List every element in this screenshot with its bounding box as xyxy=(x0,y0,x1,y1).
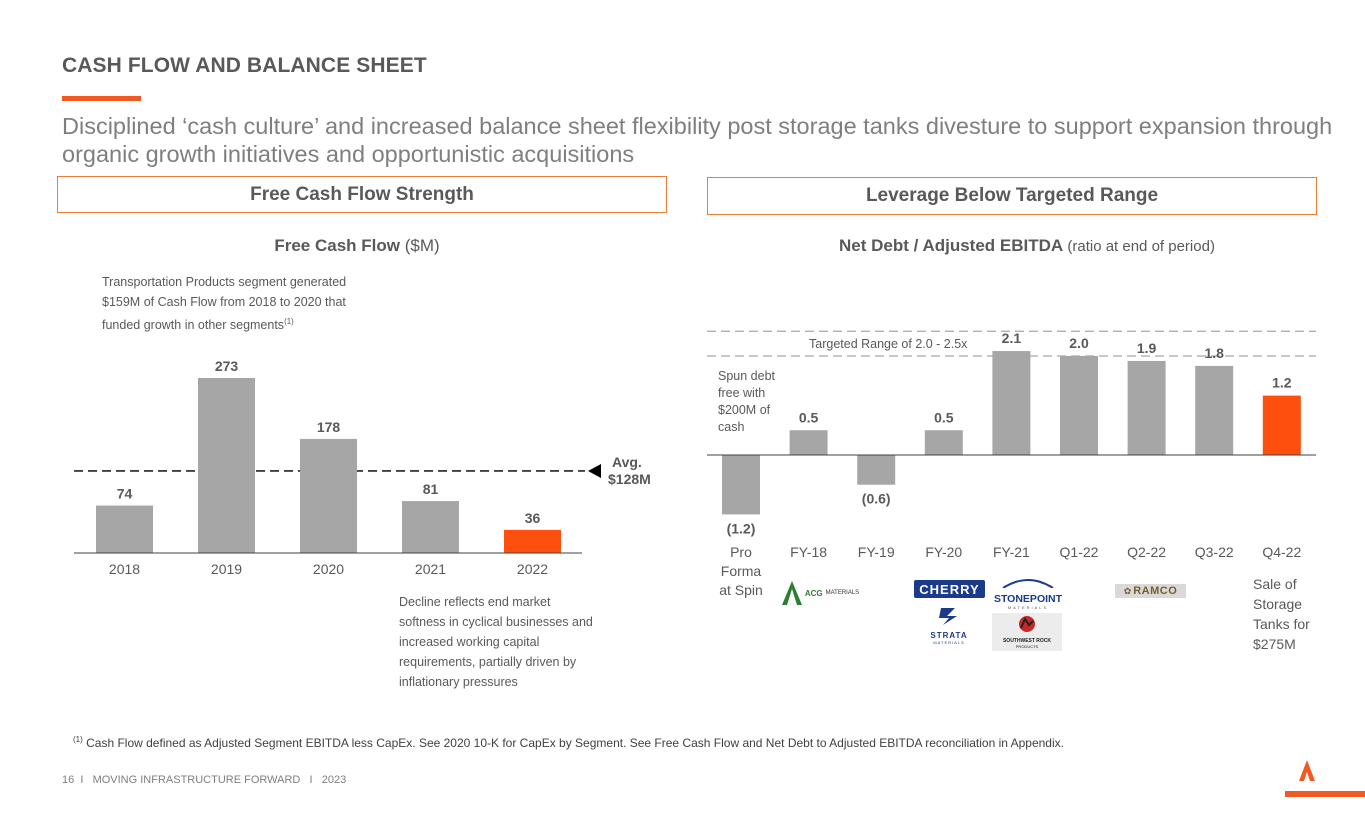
leverage-data-label: (0.6) xyxy=(862,491,891,507)
fcf-bar xyxy=(96,505,153,553)
spun-debt-note: Spun debt free with $200M of cash xyxy=(718,369,775,434)
leverage-bar xyxy=(1127,360,1166,455)
avg-label-line1: Avg. xyxy=(612,454,642,470)
leverage-bar xyxy=(1195,365,1234,455)
company-logo-underline xyxy=(1285,791,1365,797)
leverage-data-label: 0.5 xyxy=(799,409,819,425)
leverage-chart-title-unit: (ratio at end of period) xyxy=(1063,238,1215,255)
leverage-bar xyxy=(1262,395,1301,455)
aco-materials-logo: ACG MATERIALS xyxy=(777,579,863,607)
leverage-data-label: 0.5 xyxy=(934,409,954,425)
fcf-bar xyxy=(300,438,357,553)
leverage-category-label: Forma xyxy=(721,563,762,579)
stonepoint-logo: STONEPOINT MATERIALS xyxy=(993,575,1063,610)
aco-logo-text: ACG xyxy=(804,588,823,598)
title-accent-bar xyxy=(62,96,141,101)
fcf-category-label: 2018 xyxy=(109,561,140,577)
leverage-chart-title-bold: Net Debt / Adjusted EBITDA xyxy=(839,236,1064,255)
ramco-mark-icon: ✿ xyxy=(1123,585,1132,596)
leverage-data-label: 2.1 xyxy=(1002,330,1022,346)
leverage-category-label: FY-19 xyxy=(858,544,895,560)
fcf-data-label: 74 xyxy=(117,486,133,502)
avg-label-line2: $128M xyxy=(608,471,651,487)
strata-logo-sub: MATERIALS xyxy=(933,640,965,645)
fcf-bar xyxy=(198,378,255,553)
fcf-bar xyxy=(402,501,459,553)
leverage-data-label: 2.0 xyxy=(1069,335,1089,351)
fcf-category-label: 2020 xyxy=(313,561,344,577)
footnote: (1) Cash Flow defined as Adjusted Segmen… xyxy=(73,735,1064,750)
leverage-bar xyxy=(1060,356,1098,455)
leverage-data-label: (1.2) xyxy=(727,520,756,536)
leverage-data-label: 1.9 xyxy=(1137,340,1157,356)
fcf-data-label: 178 xyxy=(317,419,341,435)
fcf-chart-title: Free Cash Flow ($M) xyxy=(57,236,657,256)
fcf-note-top-sup: (1) xyxy=(284,317,294,326)
leverage-data-label: 1.2 xyxy=(1272,375,1292,391)
sale-note: Sale of Storage Tanks for $275M xyxy=(1253,576,1310,652)
southwest-logo-sub: PRODUCTS xyxy=(1015,644,1039,649)
leverage-category-label: FY-18 xyxy=(790,544,827,560)
company-logo xyxy=(1285,760,1365,797)
slide-title: CASH FLOW AND BALANCE SHEET xyxy=(62,54,427,77)
fcf-note-bottom: Decline reflects end market softness in … xyxy=(399,595,593,689)
stonepoint-logo-text: STONEPOINT xyxy=(993,593,1063,605)
ramco-logo: ✿ RAMCO xyxy=(1115,584,1186,598)
leverage-bar xyxy=(924,430,963,455)
strata-mark-icon xyxy=(939,608,957,625)
fcf-data-label: 273 xyxy=(215,358,239,374)
fcf-note-top: Transportation Products segment generate… xyxy=(102,272,372,335)
leverage-data-label: 1.8 xyxy=(1204,345,1224,361)
target-range-label: Targeted Range of 2.0 - 2.5x xyxy=(806,337,971,351)
company-logo-mark-icon xyxy=(1299,760,1315,781)
leverage-chart: (1.2) Pro Forma at Spin 0.5 FY-18 (0.6) FY-19 0.… xyxy=(707,330,1316,598)
leverage-category-label: FY-21 xyxy=(993,544,1030,560)
strata-logo: STRATA MATERIALS xyxy=(923,604,975,646)
leverage-bar xyxy=(992,351,1031,455)
leverage-category-label: Q3-22 xyxy=(1195,544,1234,560)
fcf-category-label: 2022 xyxy=(517,561,548,577)
aco-mountain-icon xyxy=(781,581,802,605)
strata-logo-text: STRATA xyxy=(930,631,968,640)
cherry-logo-text: CHERRY xyxy=(919,581,980,597)
leverage-category-label: at Spin xyxy=(719,582,763,598)
fcf-note-top-text: Transportation Products segment generate… xyxy=(102,275,347,333)
leverage-category-label: Q4-22 xyxy=(1262,544,1301,560)
avg-label: Avg. $128M xyxy=(608,454,651,488)
footer: 16 I MOVING INFRASTRUCTURE FORWARD I 202… xyxy=(62,774,347,786)
fcf-data-label: 81 xyxy=(423,481,439,497)
footnote-text: Cash Flow defined as Adjusted Segment EB… xyxy=(82,736,1064,750)
leverage-chart-title: Net Debt / Adjusted EBITDA (ratio at end… xyxy=(707,236,1347,256)
slide-subtitle: Disciplined ‘cash culture’ and increased… xyxy=(62,113,1333,167)
fcf-data-label: 36 xyxy=(525,510,541,526)
fcf-category-label: 2021 xyxy=(415,561,446,577)
stonepoint-arc-icon xyxy=(1002,579,1054,589)
average-arrow-icon xyxy=(588,463,601,478)
leverage-bar xyxy=(789,430,828,455)
leverage-category-label: Pro xyxy=(730,544,752,560)
footnote-marker: (1) xyxy=(73,735,83,744)
left-panel-header: Free Cash Flow Strength xyxy=(57,176,667,213)
ramco-logo-text: RAMCO xyxy=(1133,585,1178,597)
southwest-rock-icon xyxy=(1019,616,1035,632)
aco-logo-sub: MATERIALS xyxy=(825,590,860,596)
southwest-rock-logo: SOUTHWEST ROCK PRODUCTS xyxy=(992,613,1062,651)
southwest-logo-text: SOUTHWEST ROCK xyxy=(1002,638,1052,644)
leverage-bar xyxy=(857,455,896,485)
right-panel-header: Leverage Below Targeted Range xyxy=(707,177,1317,215)
fcf-chart-title-bold: Free Cash Flow xyxy=(274,236,400,255)
cherry-logo: CHERRY xyxy=(914,580,985,598)
fcf-category-label: 2019 xyxy=(211,561,242,577)
fcf-bar xyxy=(504,529,561,553)
fcf-chart-title-unit: ($M) xyxy=(399,236,440,255)
leverage-category-label: FY-20 xyxy=(925,544,962,560)
leverage-category-label: Q1-22 xyxy=(1060,544,1099,560)
leverage-category-label: Q2-22 xyxy=(1127,544,1166,560)
stonepoint-logo-sub: MATERIALS xyxy=(1007,605,1049,610)
fcf-chart: 74 2018 273 2019 178 2020 81 2021 36 2022 xyxy=(74,358,601,577)
leverage-bar xyxy=(722,455,760,515)
